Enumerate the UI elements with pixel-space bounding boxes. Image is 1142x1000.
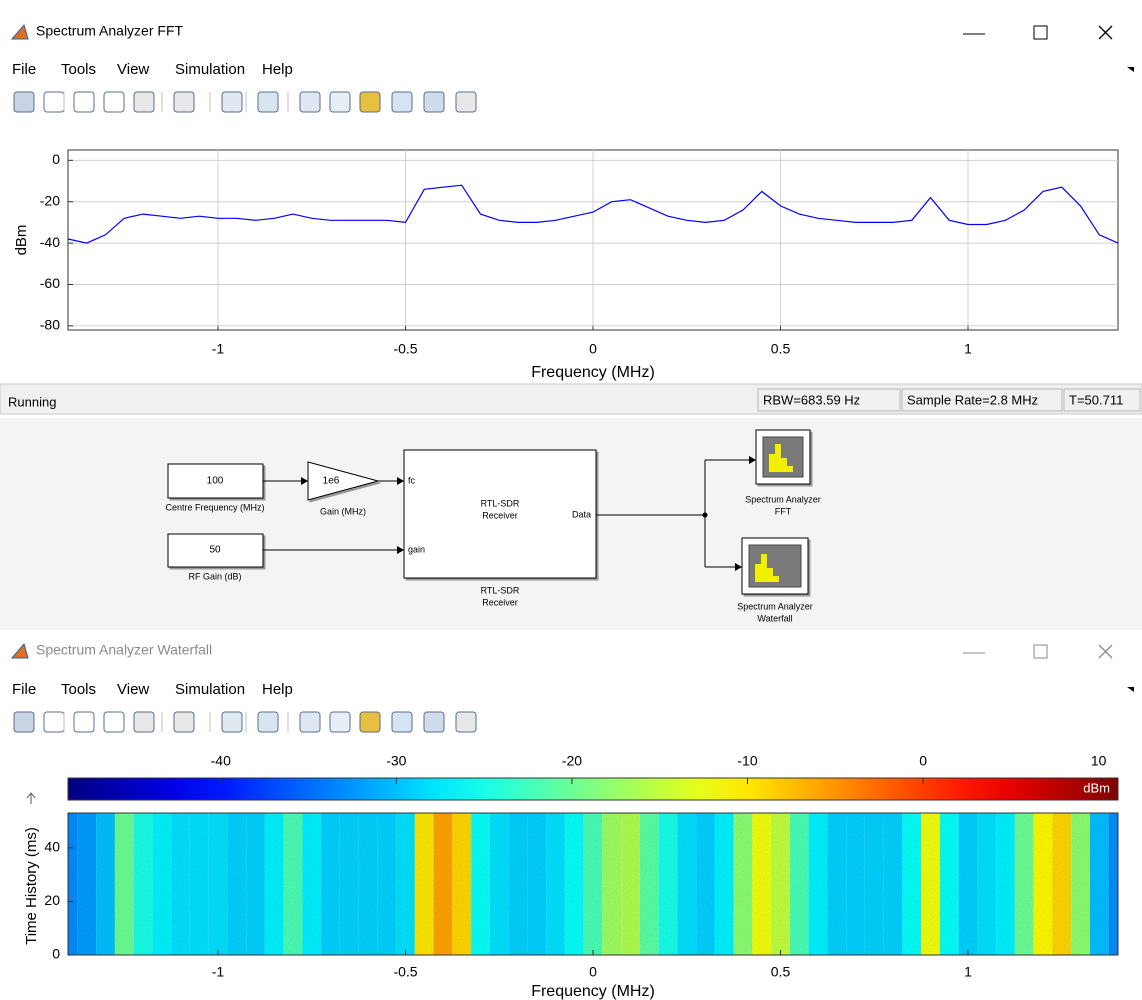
menu-item[interactable]: Help (262, 681, 293, 698)
toolbar-button[interactable] (222, 712, 242, 732)
block-label: Spectrum Analyzer (737, 601, 813, 611)
menu-item[interactable]: Help (262, 61, 293, 78)
body: Spectrum Analyzer FFT File Tools View Simula… (0, 0, 1142, 1000)
colorbar-label: dBm (1083, 780, 1110, 795)
colorbar-tick-label: -20 (562, 753, 582, 769)
toolbar-button[interactable] (74, 92, 94, 112)
block-name: RTL-SDR (481, 498, 520, 508)
block-label: FFT (775, 506, 792, 516)
block-label: Centre Frequency (MHz) (165, 502, 264, 512)
window-title: Spectrum Analyzer Waterfall (36, 642, 212, 658)
y-tick-label: 0 (52, 151, 60, 167)
colorbar-tick-label: 10 (1091, 753, 1107, 769)
branch-point (703, 513, 708, 518)
toolbar-button[interactable] (360, 92, 380, 112)
x-tick-label: -0.5 (393, 964, 417, 980)
toolbar-button[interactable] (134, 92, 154, 112)
x-tick-label: 0.5 (771, 964, 791, 980)
menu-item[interactable]: File (12, 61, 36, 78)
x-tick-label: 1 (964, 964, 972, 980)
port-label: fc (408, 475, 416, 485)
page: Spectrum Analyzer { "fft_window": { "tit… (0, 0, 1142, 1000)
x-tick-label: -1 (212, 964, 225, 980)
speckle-texture (68, 813, 1118, 955)
block-value: 50 (209, 545, 221, 556)
toolbar-button[interactable] (258, 712, 278, 732)
y-tick-label: -40 (40, 234, 60, 250)
toolbar-button[interactable] (456, 712, 476, 732)
menu-item[interactable]: File (12, 681, 36, 698)
block-label: RF Gain (dB) (188, 571, 241, 581)
toolbar-button[interactable] (134, 712, 154, 732)
toolbar-button[interactable] (424, 712, 444, 732)
y-tick-label: -20 (40, 192, 60, 208)
colorbar-tick-label: 0 (919, 753, 927, 769)
port-label: Data (572, 509, 591, 519)
y-tick-label: 0 (52, 946, 60, 962)
status-field-text: RBW=683.59 Hz (763, 392, 860, 407)
block-value: 1e6 (323, 476, 340, 487)
toolbar-button[interactable] (104, 92, 124, 112)
x-axis-title: Frequency (MHz) (531, 364, 655, 381)
block-label: Receiver (482, 597, 518, 607)
colorbar-tick-label: -40 (211, 753, 231, 769)
y-tick-label: 40 (44, 839, 60, 855)
toolbar-button[interactable] (360, 712, 380, 732)
menu-item[interactable]: Simulation (175, 681, 245, 698)
menu-item[interactable]: View (117, 681, 149, 698)
y-axis-title: Time History (ms) (23, 827, 40, 945)
toolbar-button[interactable] (330, 92, 350, 112)
toolbar-button[interactable] (14, 92, 34, 112)
port-label: gain (408, 544, 425, 554)
toolbar-button[interactable] (104, 712, 124, 732)
y-tick-label: -60 (40, 275, 60, 291)
x-axis-title: Frequency (MHz) (531, 983, 655, 1000)
block-value: 100 (207, 476, 224, 487)
menu-item[interactable]: View (117, 61, 149, 78)
block-label: Spectrum Analyzer (745, 494, 821, 504)
toolbar-button[interactable] (174, 92, 194, 112)
menu-item[interactable]: Tools (61, 681, 96, 698)
toolbar-button[interactable] (300, 712, 320, 732)
menu-item[interactable]: Tools (61, 61, 96, 78)
y-tick-label: -80 (40, 317, 60, 333)
toolbar-button[interactable] (392, 92, 412, 112)
toolbar-button[interactable] (258, 92, 278, 112)
toolbar-button[interactable] (222, 92, 242, 112)
toolbar-button[interactable] (74, 712, 94, 732)
toolbar-button[interactable] (456, 92, 476, 112)
x-tick-label: 1 (964, 341, 972, 357)
status-field-text: T=50.711 (1069, 392, 1123, 407)
toolbar-button[interactable] (44, 712, 64, 732)
block-name: Receiver (482, 510, 518, 520)
x-tick-label: -1 (212, 341, 225, 357)
block-label: Gain (MHz) (320, 506, 366, 516)
status-text: Running (8, 394, 56, 409)
toolbar-button[interactable] (392, 712, 412, 732)
y-axis-title: dBm (13, 225, 30, 256)
colorbar-tick-label: -30 (386, 753, 406, 769)
block-label: RTL-SDR (481, 585, 520, 595)
toolbar-button[interactable] (424, 92, 444, 112)
x-tick-label: 0 (589, 341, 597, 357)
toolbar-button[interactable] (300, 92, 320, 112)
x-tick-label: 0.5 (771, 341, 791, 357)
colorbar-tick-label: -10 (737, 753, 757, 769)
toolbar-button[interactable] (174, 712, 194, 732)
x-tick-label: -0.5 (393, 341, 417, 357)
status-field-text: Sample Rate=2.8 MHz (907, 392, 1038, 407)
window-title: Spectrum Analyzer FFT (36, 23, 183, 39)
y-tick-label: 20 (44, 892, 60, 908)
x-tick-label: 0 (589, 964, 597, 980)
menu-item[interactable]: Simulation (175, 61, 245, 78)
toolbar-button[interactable] (14, 712, 34, 732)
toolbar-button[interactable] (44, 92, 64, 112)
toolbar-button[interactable] (330, 712, 350, 732)
colorbar (68, 778, 1118, 800)
screenshot: Spectrum Analyzer FFT File Tools View Simula… (0, 0, 1142, 1000)
block-label: Waterfall (757, 613, 792, 623)
